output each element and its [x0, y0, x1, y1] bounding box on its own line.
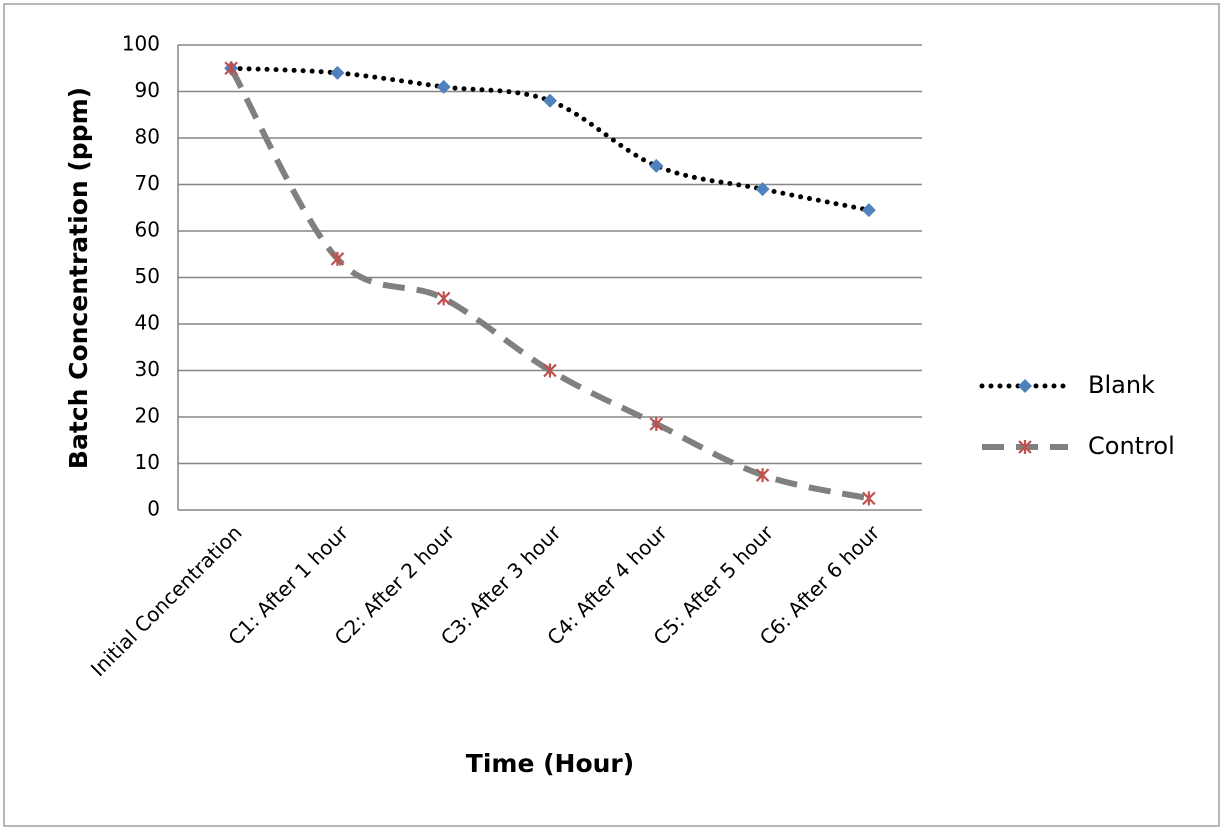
marker [330, 251, 345, 266]
marker [649, 158, 664, 173]
marker [224, 61, 238, 76]
marker [755, 182, 770, 197]
x-axis-title: Time (Hour) [466, 749, 634, 778]
y-tick-label: 40 [135, 311, 160, 335]
y-tick-label: 80 [135, 125, 160, 149]
marker [862, 491, 876, 506]
y-tick-label: 90 [135, 78, 160, 102]
y-tick-label: 70 [135, 171, 160, 195]
marker [861, 203, 876, 218]
y-axis-title: Batch Concentration (ppm) [64, 87, 93, 469]
y-tick-label: 20 [135, 404, 160, 428]
marker [755, 468, 770, 483]
marker [543, 93, 557, 108]
y-tick-label: 50 [135, 264, 160, 288]
marker [1018, 379, 1032, 393]
chart-border [3, 3, 1220, 827]
marker [543, 363, 557, 378]
y-tick-label: 0 [147, 497, 160, 521]
legend-label: Control [1088, 432, 1175, 460]
y-tick-label: 60 [135, 218, 160, 242]
marker [436, 291, 451, 306]
legend-label: Blank [1088, 371, 1155, 399]
marker [436, 79, 451, 94]
y-tick-label: 10 [135, 450, 160, 474]
marker [1018, 440, 1032, 454]
y-tick-label: 30 [135, 357, 160, 381]
marker [649, 416, 664, 431]
marker [330, 65, 345, 80]
y-tick-label: 100 [122, 32, 160, 56]
